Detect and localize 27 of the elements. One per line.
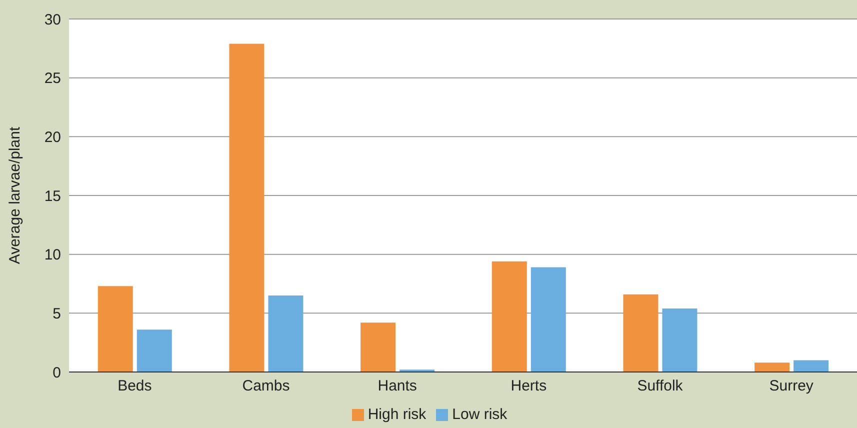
legend-label: Low risk — [452, 406, 508, 423]
x-tick-label: Beds — [118, 378, 152, 395]
bar — [623, 294, 658, 372]
y-tick-label: 20 — [44, 128, 61, 146]
bar — [268, 296, 304, 372]
y-tick-label: 15 — [44, 188, 61, 205]
legend-label: High risk — [368, 406, 426, 423]
x-tick-label: Herts — [510, 378, 547, 395]
y-tick-label: 5 — [52, 305, 61, 322]
bar — [794, 360, 829, 372]
bar — [530, 267, 566, 372]
bar — [360, 322, 396, 372]
y-tick-label: 25 — [44, 70, 61, 88]
y-tick-label: 30 — [44, 11, 61, 28]
bar — [754, 362, 790, 372]
x-tick-label: Cambs — [242, 378, 290, 395]
bar — [662, 308, 698, 372]
x-tick-label: Suffolk — [637, 378, 684, 395]
x-tick-label: Surrey — [769, 378, 814, 395]
y-tick-label: 10 — [44, 246, 61, 264]
y-axis-title: Average larvae/plant — [6, 126, 24, 264]
x-tick-label: Hants — [378, 378, 417, 395]
bar — [136, 330, 172, 372]
bar — [492, 261, 527, 372]
bar — [98, 286, 133, 372]
bar — [229, 44, 264, 372]
y-tick-label: 0 — [52, 364, 61, 382]
